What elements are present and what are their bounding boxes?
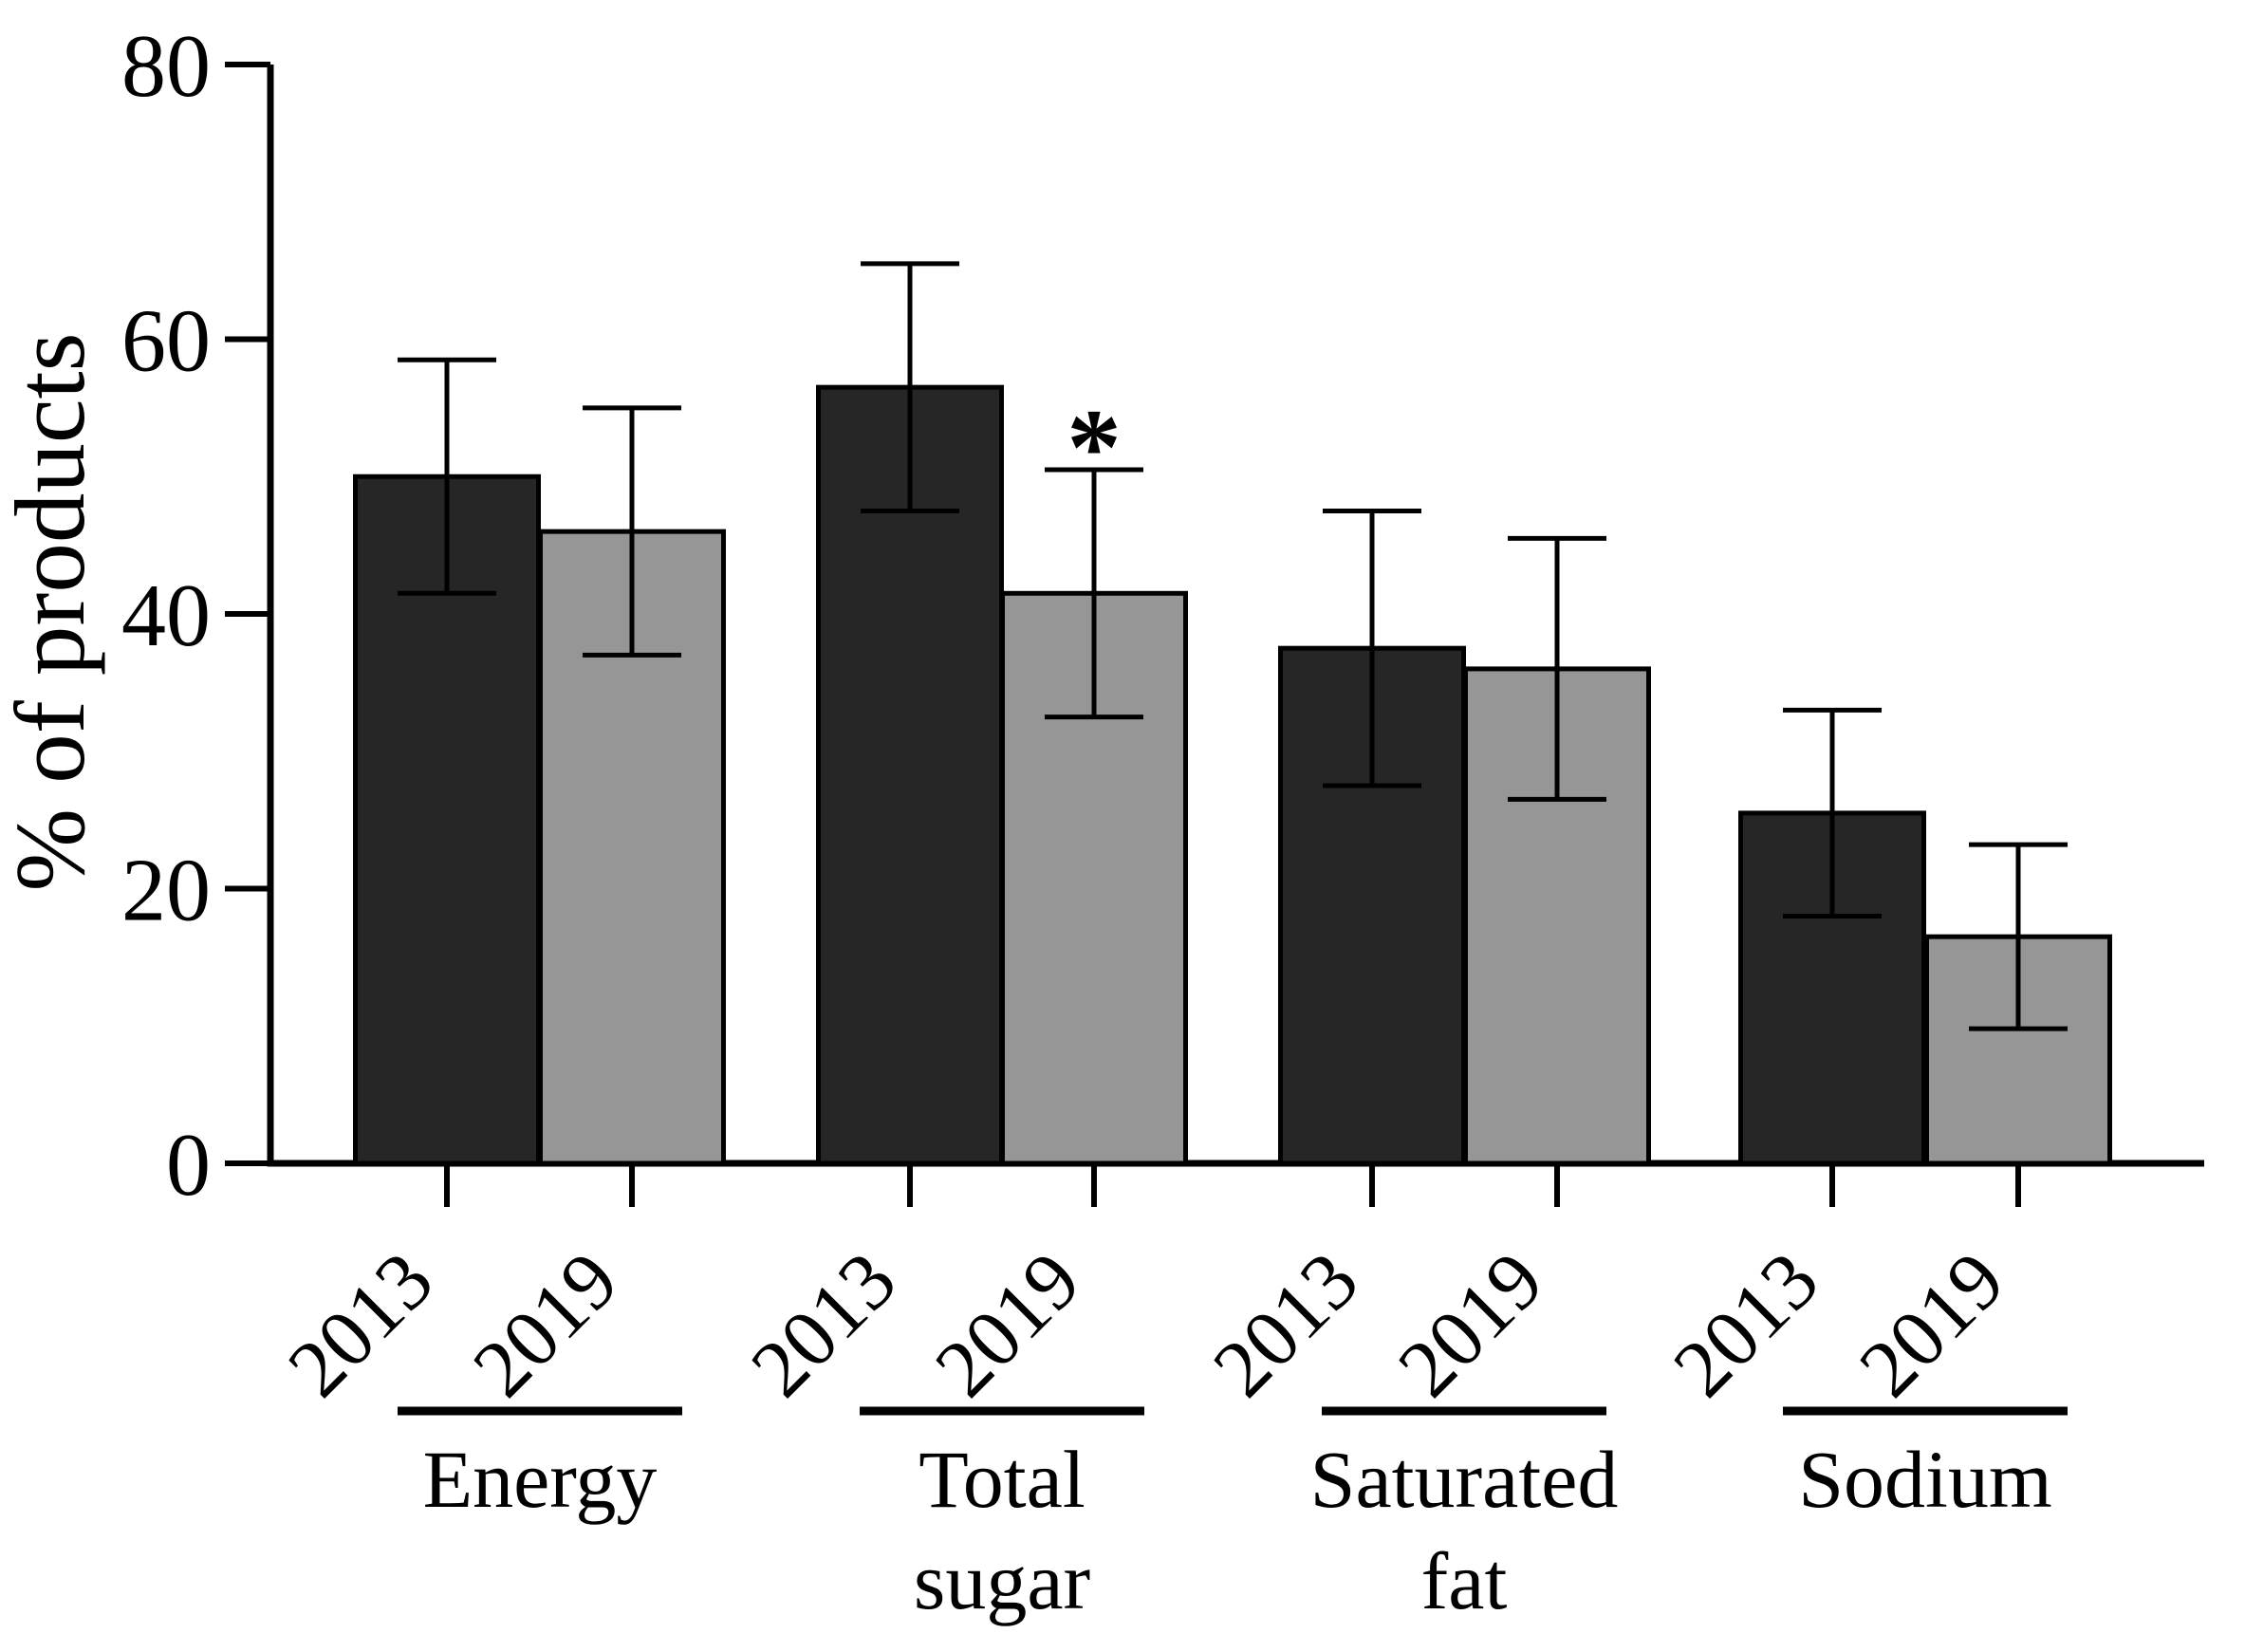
group-label-total-sugar-line2: sugar	[914, 1535, 1090, 1626]
y-tick-label-40: 40	[121, 566, 211, 665]
y-axis-title: % of products	[0, 332, 105, 891]
y-tick-label-20: 20	[121, 842, 211, 940]
x-tick-label-total-sugar-2013: 2013	[733, 1234, 914, 1415]
group-label-energy: Energy	[423, 1434, 658, 1525]
significance-asterisk: *	[1067, 387, 1122, 508]
x-tick-label-saturated-fat-2019: 2019	[1381, 1234, 1561, 1415]
x-tick-label-sodium-2019: 2019	[1842, 1234, 2022, 1415]
group-label-saturated-fat-line2: fat	[1421, 1535, 1508, 1626]
x-tick-label-sodium-2013: 2013	[1656, 1234, 1836, 1415]
group-label-total-sugar: Total	[918, 1434, 1085, 1525]
x-tick-label-saturated-fat-2013: 2013	[1196, 1234, 1376, 1415]
group-label-sodium: Sodium	[1798, 1434, 2052, 1525]
x-tick-label-energy-2013: 2013	[270, 1234, 451, 1415]
y-tick-label-80: 80	[121, 17, 211, 116]
x-tick-label-total-sugar-2019: 2019	[918, 1234, 1098, 1415]
group-label-saturated-fat: Saturated	[1310, 1434, 1619, 1525]
x-tick-label-energy-2019: 2019	[455, 1234, 636, 1415]
bar-total-sugar-2019	[1000, 590, 1188, 1166]
y-tick-label-60: 60	[121, 292, 211, 391]
y-tick-label-0: 0	[166, 1116, 211, 1215]
